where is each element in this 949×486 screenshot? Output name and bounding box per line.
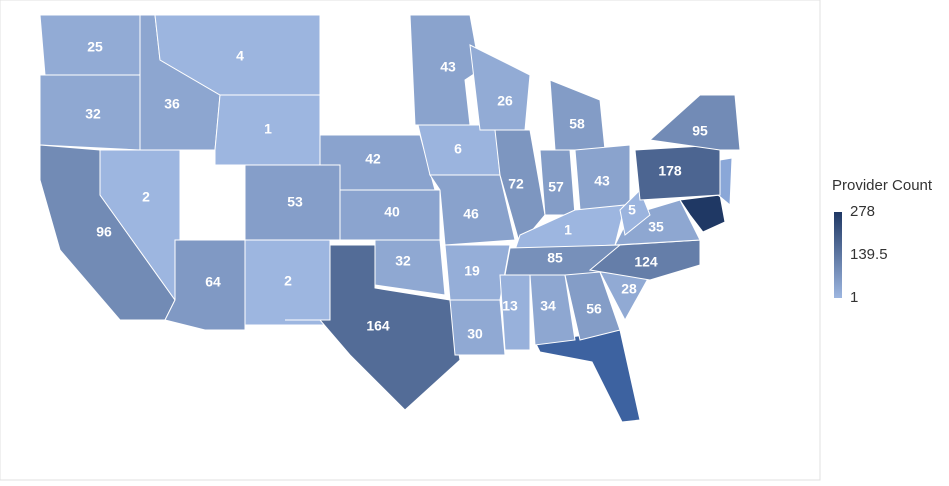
state	[285, 244, 461, 411]
state-label: 36	[164, 96, 180, 112]
legend-tick-label: 1	[850, 289, 858, 306]
state-label: 32	[395, 253, 411, 269]
state-label: 53	[287, 194, 303, 210]
state-label: 13	[502, 298, 518, 314]
legend-tick-label: 139.5	[850, 246, 888, 263]
state-label: 164	[366, 318, 390, 334]
state-label: 43	[440, 59, 456, 75]
state-label: 6	[454, 141, 462, 157]
state-label: 1	[564, 222, 572, 238]
state-label: 4	[236, 48, 244, 64]
state-label: 72	[508, 176, 524, 192]
state-label: 2	[284, 273, 292, 289]
alaska	[69, 329, 201, 461]
state-label: 85	[547, 250, 563, 266]
state-label: 19	[464, 263, 480, 279]
state	[499, 274, 531, 351]
state	[449, 299, 506, 356]
state	[648, 94, 741, 151]
state-label: 26	[497, 93, 513, 109]
state	[564, 271, 621, 341]
state	[588, 239, 701, 281]
state-label: 34	[540, 298, 556, 314]
state	[319, 74, 419, 136]
state-label: 124	[634, 254, 658, 270]
state	[409, 14, 481, 126]
state-label: 25	[87, 39, 103, 55]
state-label: 57	[548, 179, 564, 195]
state-label: 95	[692, 123, 708, 139]
state	[429, 174, 516, 246]
state	[634, 144, 721, 201]
state	[619, 189, 651, 236]
state	[319, 14, 416, 76]
legend-tick-label: 278	[850, 203, 875, 220]
state-label: 1	[264, 121, 272, 137]
state-label: 28	[621, 281, 637, 297]
state-label: 30	[467, 326, 483, 342]
state-label: 42	[365, 151, 381, 167]
state-label: 46	[463, 206, 479, 222]
state-label: 40	[384, 204, 400, 220]
state-label: 178	[658, 163, 682, 179]
state-label: 5	[628, 202, 636, 218]
state	[529, 274, 576, 346]
state-label: 56	[586, 301, 602, 317]
state-label: 32	[85, 106, 101, 122]
legend-title: Provider Count	[832, 177, 933, 194]
state-label: 43	[594, 173, 610, 189]
state-label: 96	[96, 224, 112, 240]
state-label: 64	[205, 274, 221, 290]
state-label: 58	[569, 116, 585, 132]
state-label: 35	[648, 219, 664, 235]
legend-colorbar	[834, 212, 842, 298]
state-label: 2	[142, 189, 150, 205]
